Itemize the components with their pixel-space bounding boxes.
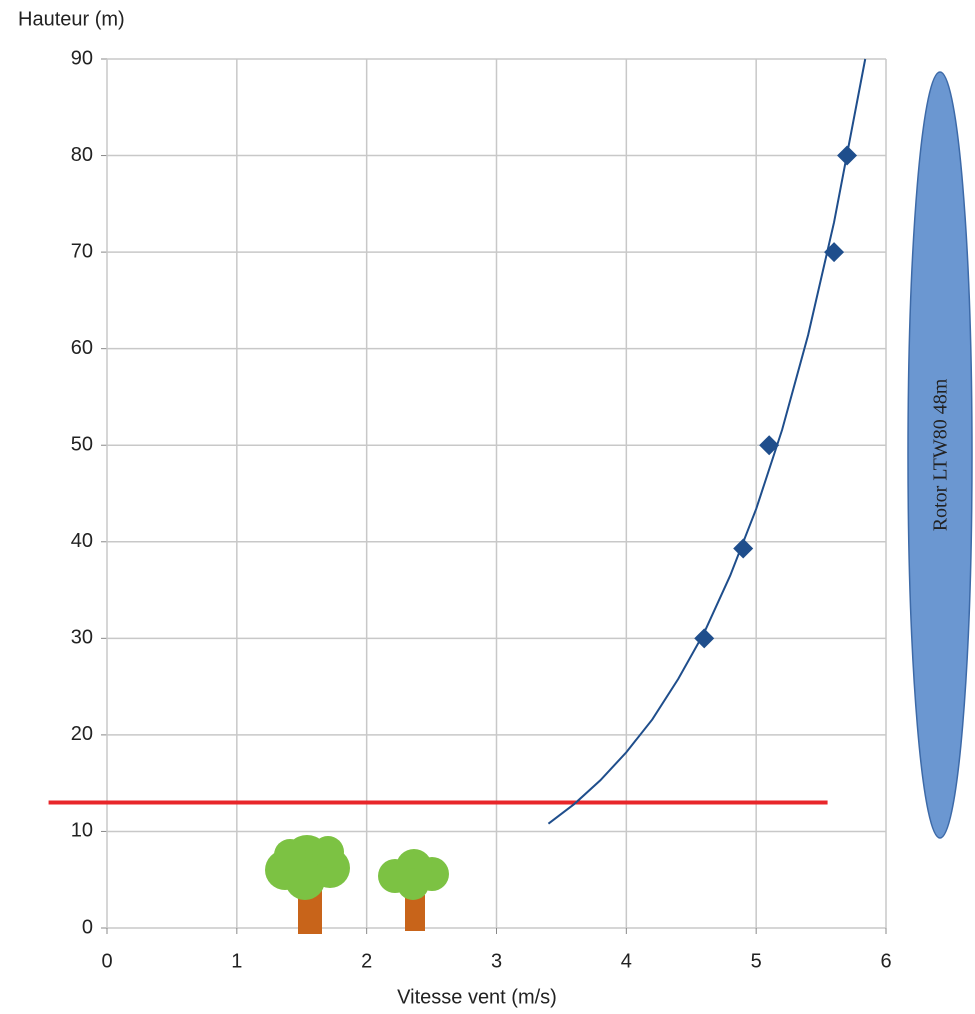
tree [265, 835, 350, 934]
y-axis-label: Hauteur (m) [18, 8, 125, 30]
y-tick-label: 30 [71, 627, 93, 649]
x-tick-label: 1 [231, 950, 242, 972]
x-tick-label: 6 [880, 950, 891, 972]
x-tick-label: 5 [751, 950, 762, 972]
x-tick-label: 2 [361, 950, 372, 972]
y-tick-label: 50 [71, 434, 93, 456]
x-axis-label: Vitesse vent (m/s) [397, 986, 557, 1008]
y-tick-label: 60 [71, 337, 93, 359]
x-tick-label: 0 [101, 950, 112, 972]
data-point [759, 435, 779, 455]
x-tick-label: 4 [621, 950, 632, 972]
y-tick-label: 80 [71, 144, 93, 166]
y-tick-label: 10 [71, 820, 93, 842]
data-point [824, 242, 844, 262]
x-tick-label: 3 [491, 950, 502, 972]
grid: 0 10 20 30 40 50 60 70 80 90 0 1 2 3 4 5 6 [71, 47, 892, 972]
chart: Hauteur (m) Vitesse vent (m/s) 010203040… [0, 0, 975, 1014]
y-tick-label: 20 [71, 723, 93, 745]
tree [378, 849, 449, 931]
y-tick-label: 40 [71, 530, 93, 552]
rotor-label: Rotor LTW80 48m [930, 378, 952, 531]
data-point [837, 146, 857, 166]
y-tick-label: 90 [71, 47, 93, 69]
trend-line [548, 59, 865, 824]
marks [49, 59, 866, 824]
y-tick-label: 0 [82, 916, 93, 938]
y-tick-label: 70 [71, 240, 93, 262]
